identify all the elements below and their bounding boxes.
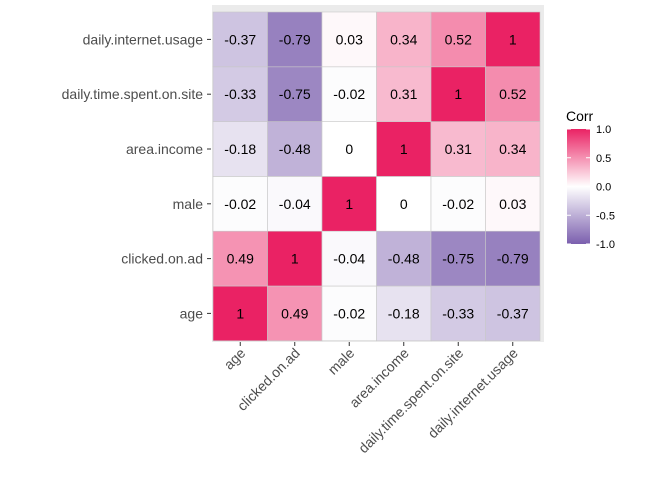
cell-value-label: -0.33 (442, 305, 474, 321)
legend-tick-label: 0.5 (596, 153, 611, 165)
cell-value-label: 0 (345, 141, 353, 157)
heatmap-cell (485, 121, 541, 177)
cell-value-label: 0.49 (227, 251, 254, 267)
heatmap-cell (267, 230, 323, 287)
heatmap-cell (430, 176, 486, 232)
cell-value-label: 0 (400, 196, 408, 212)
legend-title: Corr (566, 108, 594, 124)
heatmap-cell (430, 285, 486, 342)
y-tick-label: daily.time.spent.on.site (62, 86, 204, 102)
cell-value-label: 0.49 (281, 305, 308, 321)
y-tick-label: area.income (126, 141, 203, 157)
cell-value-label: 0.52 (499, 86, 526, 102)
cell-value-label: 1 (509, 31, 517, 47)
heatmap-cell (376, 11, 432, 68)
cell-value-label: -0.75 (279, 86, 311, 102)
cell-value-label: 0.31 (445, 141, 472, 157)
x-tick-label: daily.time.spent.on.site (355, 345, 466, 456)
x-tick-label: daily.internet.usage (424, 345, 521, 442)
heatmap-cell (430, 11, 486, 68)
cell-value-label: -0.02 (333, 86, 365, 102)
cell-value-label: -0.18 (388, 305, 420, 321)
heatmap-cell (321, 11, 377, 68)
heatmap-cell (485, 230, 541, 287)
heatmap-cell (485, 176, 541, 232)
heatmap-cell (212, 66, 268, 122)
x-tick-label: male (325, 345, 358, 378)
cell-value-label: -0.79 (279, 31, 311, 47)
heatmap-cell (430, 230, 486, 287)
cell-value-label: 1 (345, 196, 353, 212)
heatmap-cell (212, 285, 268, 342)
cell-value-label: 0.03 (336, 31, 363, 47)
heatmap-cell (430, 66, 486, 122)
y-tick-label: male (173, 196, 204, 212)
heatmap-cell-labels: 1 0.49 -0.02 -0.18 -0.33 -0.37 0.49 1 -0.04 -0.48… (224, 31, 529, 321)
heatmap-cell (430, 121, 486, 177)
heatmap-cell (267, 176, 323, 232)
legend-tick-label: -1.0 (596, 239, 615, 251)
legend-tick-label: 0.0 (596, 182, 611, 194)
cell-value-label: -0.18 (224, 141, 256, 157)
heatmap-cell (267, 66, 323, 122)
heatmap-cell (267, 121, 323, 177)
legend-tick-label: -0.5 (596, 210, 615, 222)
cell-value-label: -0.02 (333, 305, 365, 321)
legend-ticks: 1.0 0.5 0.0 -0.5 -1.0 (567, 124, 615, 251)
y-tick-label: clicked.on.ad (121, 251, 203, 267)
y-axis: age clicked.on.ad male area.income daily.tim… (62, 31, 211, 321)
heatmap-cell (212, 11, 268, 68)
cell-value-label: -0.04 (279, 196, 311, 212)
heatmap-cell (376, 285, 432, 342)
cell-value-label: -0.37 (497, 305, 529, 321)
heatmap-cell (376, 176, 432, 232)
cell-value-label: 1 (291, 251, 299, 267)
cell-value-label: -0.04 (333, 251, 365, 267)
heatmap-cell (321, 230, 377, 287)
legend: Corr 1.0 0.5 0.0 -0.5 -1.0 (566, 108, 615, 251)
cell-value-label: 0.03 (499, 196, 526, 212)
cell-value-label: -0.02 (442, 196, 474, 212)
heatmap-cell (485, 285, 541, 342)
cell-value-label: -0.37 (224, 31, 256, 47)
cell-value-label: 1 (400, 141, 408, 157)
cell-value-label: -0.79 (497, 251, 529, 267)
x-tick-label: age (221, 345, 249, 373)
heatmap-cells (212, 11, 541, 342)
cell-value-label: -0.48 (388, 251, 420, 267)
cell-value-label: 0.34 (390, 31, 417, 47)
cell-value-label: 0.52 (445, 31, 472, 47)
cell-value-label: 0.34 (499, 141, 526, 157)
cell-value-label: 0.31 (390, 86, 417, 102)
heatmap-cell (212, 176, 268, 232)
cell-value-label: -0.75 (442, 251, 474, 267)
cell-value-label: -0.33 (224, 86, 256, 102)
heatmap-cell (321, 285, 377, 342)
y-tick-label: daily.internet.usage (83, 31, 204, 47)
cell-value-label: -0.48 (279, 141, 311, 157)
heatmap-cell (376, 230, 432, 287)
cell-value-label: 1 (236, 305, 244, 321)
cell-value-label: 1 (454, 86, 462, 102)
heatmap-cell (485, 11, 541, 68)
legend-colorbar (567, 129, 590, 244)
y-tick-label: age (180, 305, 204, 321)
heatmap-cell (376, 121, 432, 177)
heatmap-cell (321, 121, 377, 177)
heatmap-cell (321, 176, 377, 232)
heatmap-cell (212, 121, 268, 177)
legend-tick-label: 1.0 (596, 124, 611, 136)
cell-value-label: -0.02 (224, 196, 256, 212)
heatmap-cell (212, 230, 268, 287)
